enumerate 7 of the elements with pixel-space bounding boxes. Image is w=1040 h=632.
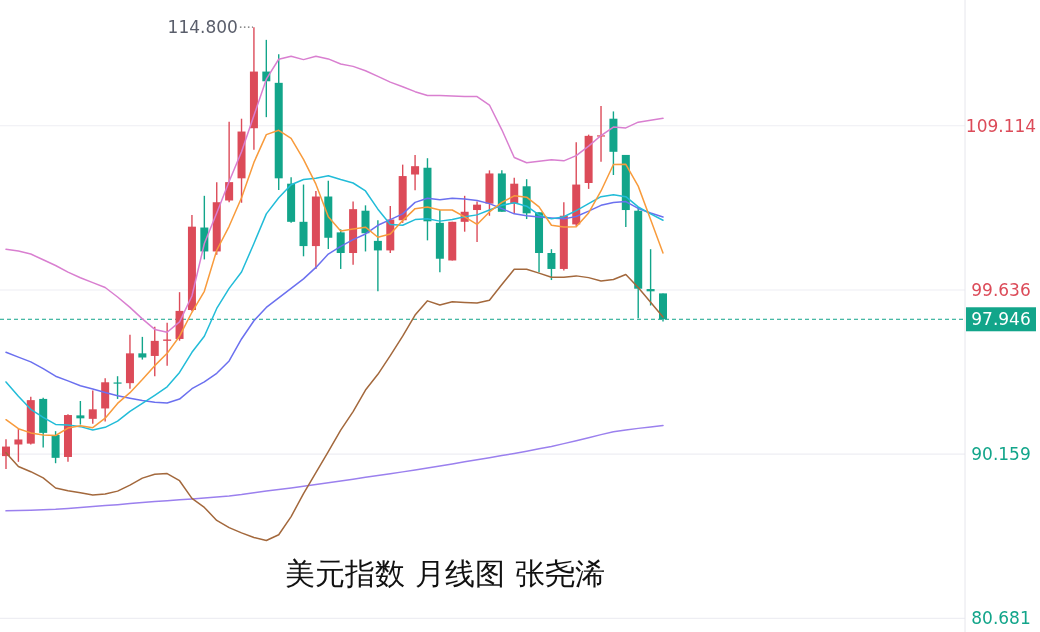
text: 美元指数 月线图 张尧浠 xyxy=(285,556,605,591)
y-tick-label: 90.159 xyxy=(971,444,1031,465)
y-tick-label: 109.114 xyxy=(965,115,1037,136)
annotation: 114.800 xyxy=(167,17,238,38)
y-tick-label: 80.681 xyxy=(971,608,1031,629)
y-tick-label: 99.636 xyxy=(971,279,1031,300)
ref-line-label: 97.946 xyxy=(971,309,1031,330)
